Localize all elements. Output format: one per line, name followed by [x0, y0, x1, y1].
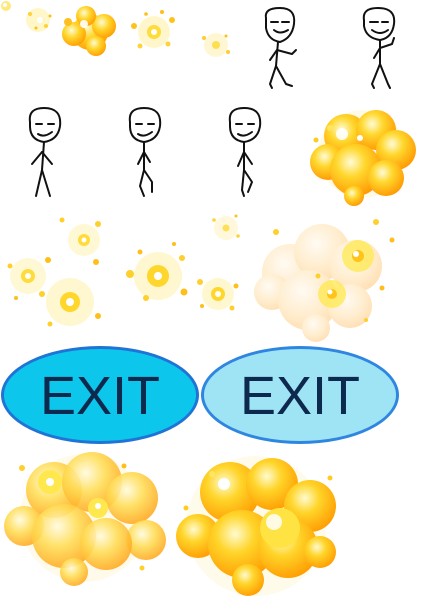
exit-button[interactable]: EXIT: [1, 346, 199, 444]
explosion-cloud-icon: [4, 452, 166, 586]
explosion-cloud-small: [54, 4, 120, 58]
stick-figure-icon: [28, 107, 62, 197]
sparkle-icon: [7, 217, 101, 327]
sparkle-icon: [26, 8, 52, 32]
sparkle-frame-2: [20, 6, 60, 36]
exit-button-hover[interactable]: EXIT: [201, 346, 399, 444]
sparkle-icon: [197, 278, 239, 311]
stick-figure-icon: [362, 7, 396, 89]
sparkle-cluster-3: [192, 266, 244, 316]
explosion-cloud-icon: [62, 6, 116, 56]
sparkle-frame-3: [126, 6, 182, 54]
explosion-cloud-large-3: [170, 448, 346, 600]
explosion-cloud-icon: [176, 456, 336, 596]
stick-figure-idle: [22, 104, 78, 202]
sparkle-frame-1: [0, 0, 14, 14]
explosion-cloud-large-1: [300, 104, 424, 208]
stick-figure-walk-2: [356, 4, 412, 94]
sparkle-icon: [1, 1, 11, 11]
sparkle-icon: [202, 33, 230, 57]
stick-figure-icon: [228, 107, 262, 197]
explosion-cloud-large-2: [2, 448, 168, 588]
stick-figure-walk-4: [222, 104, 278, 202]
sparkle-frame-4: [196, 28, 236, 62]
stick-figure-walk-1: [256, 4, 312, 94]
stick-figure-icon: [128, 107, 162, 197]
exit-button-hover-label: EXIT: [239, 366, 361, 426]
stick-figure-walk-3: [122, 104, 178, 202]
sparkle-icon: [126, 242, 188, 301]
sparkle-icon: [131, 10, 175, 49]
sparkle-icon: [212, 214, 240, 240]
explosion-cloud-icon: [254, 219, 395, 342]
sparkle-cluster-2: [118, 236, 194, 308]
stick-figure-icon: [264, 7, 297, 89]
explosion-cloud-icon: [310, 110, 416, 206]
sparkle-frame-5: [206, 210, 246, 244]
exit-button-label: EXIT: [39, 366, 161, 426]
explosion-cloud-faded: [246, 210, 400, 346]
sparkle-cluster-1: [0, 206, 114, 334]
